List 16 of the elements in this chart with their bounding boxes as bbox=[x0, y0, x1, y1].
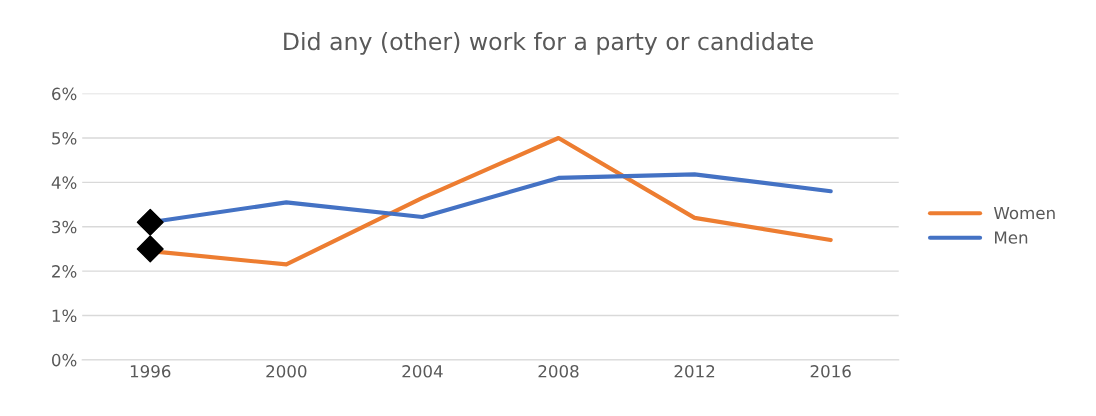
y-tick-label: 6% bbox=[52, 87, 77, 101]
legend-label: Men bbox=[995, 231, 1028, 244]
y-tick-label: 5% bbox=[52, 131, 77, 145]
x-tick-label: 2016 bbox=[810, 365, 851, 378]
y-tick-label: 1% bbox=[52, 309, 77, 323]
y-tick-label: 2% bbox=[52, 265, 77, 278]
x-tick-label: 2000 bbox=[266, 365, 307, 378]
y-tick-label: 0% bbox=[52, 353, 77, 367]
x-tick-label: 1996 bbox=[130, 365, 171, 378]
y-tick-label: 3% bbox=[52, 220, 77, 234]
legend-label: Women bbox=[993, 206, 1055, 220]
x-tick-label: 2008 bbox=[538, 365, 579, 378]
chart-title: Did any (other) work for a party or candidate bbox=[284, 31, 813, 55]
x-tick-label: 2004 bbox=[402, 365, 443, 378]
x-tick-label: 2012 bbox=[674, 365, 715, 378]
y-tick-label: 4% bbox=[51, 176, 77, 189]
